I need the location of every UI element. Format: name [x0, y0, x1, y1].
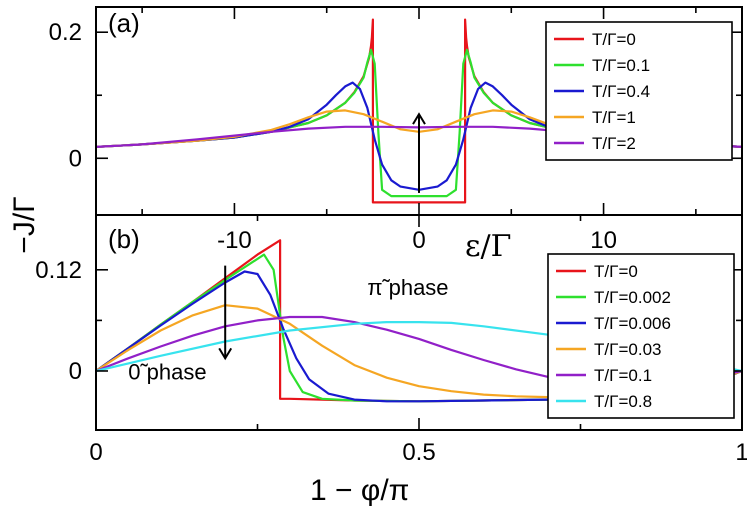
b-xtick-label-2: 1 [735, 439, 747, 466]
y-axis-title: −J/Γ [8, 196, 41, 253]
a-xtick-label-0: -10 [217, 227, 252, 254]
b-temperature-arrowhead [218, 347, 233, 361]
b-legend-label-1: T/Γ=0.002 [594, 288, 671, 307]
a-xtick-label-2: 10 [590, 227, 617, 254]
panel-b-arrow [218, 265, 233, 361]
a-ytick-label-1: 0.2 [49, 19, 82, 46]
panel-b-tag: (b) [108, 224, 140, 254]
a-legend-label-4: T/Γ=2 [592, 134, 636, 153]
a-temperature-arrowhead [412, 112, 426, 125]
panel-b-frame [95, 214, 743, 431]
panel-a-legend: T/Γ=0 T/Γ=0.1 T/Γ=0.4 T/Γ=1 T/Γ=2 [545, 21, 733, 161]
a-legend-label-3: T/Γ=1 [592, 108, 636, 127]
b-legend-label-2: T/Γ=0.006 [594, 314, 671, 333]
panel-b-legend: T/Γ=0 T/Γ=0.002 T/Γ=0.006 T/Γ=0.03 T/Γ=0.1 T/… [547, 253, 735, 419]
a-ytick-label-0: 0 [69, 145, 82, 172]
panel-a-tag: (a) [108, 8, 140, 38]
panel-a-arrow [412, 112, 426, 193]
panel-b-ticks: 0 0.5 100.12 [35, 215, 747, 466]
b-legend-label-5: T/Γ=0.8 [594, 392, 652, 411]
b-legend-box [547, 253, 735, 419]
panel-b-xlabel: 1 − φ/π [310, 474, 409, 507]
b-phase-label-2: π̃ phase [367, 275, 448, 300]
a-legend-label-1: T/Γ=0.1 [592, 56, 650, 75]
b-xtick-label-0: 0 [89, 439, 102, 466]
panel-b-annotations: 0̃ phase π̃ phase [128, 275, 448, 384]
series-line-a-1 [96, 48, 742, 198]
b-legend-label-3: T/Γ=0.03 [594, 340, 662, 359]
b-legend-label-4: T/Γ=0.1 [594, 366, 652, 385]
b-ytick-label-0: 0 [69, 358, 82, 385]
panel-a-xlabel: ε/Γ [465, 229, 511, 264]
a-xtick-label-1: 0 [412, 227, 425, 254]
b-ytick-label-1: 0.12 [35, 257, 82, 284]
a-legend-label-0: T/Γ=0 [592, 30, 636, 49]
a-legend-label-2: T/Γ=0.4 [592, 82, 650, 101]
b-phase-label-1: 0̃ phase [128, 359, 206, 384]
b-legend-label-0: T/Γ=0 [594, 262, 638, 281]
b-xtick-label-1: 0.5 [402, 439, 435, 466]
